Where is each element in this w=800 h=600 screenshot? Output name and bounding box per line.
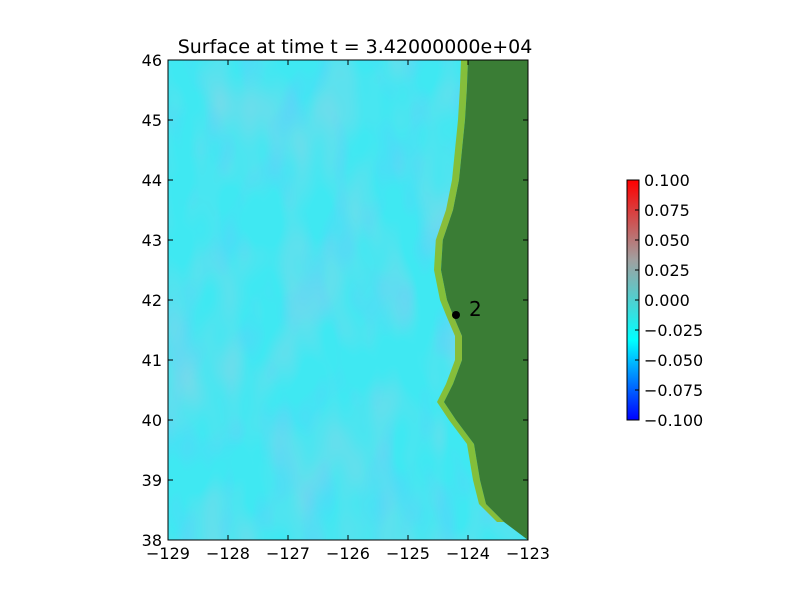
y-tick-label: 44 (142, 171, 162, 190)
y-tick-label: 43 (142, 231, 162, 250)
y-tick-label: 38 (142, 531, 162, 550)
x-tick-label: −123 (506, 544, 550, 563)
land-area (441, 60, 528, 540)
y-tick-label: 46 (142, 51, 162, 70)
colorbar-tick-label: 0.100 (644, 171, 690, 190)
colorbar-tick-label: 0.025 (644, 261, 690, 280)
plot-area (168, 60, 528, 540)
y-axis: 38 39 40 41 42 43 44 45 46 (142, 51, 528, 550)
y-tick-label: 45 (142, 111, 162, 130)
y-tick-label: 39 (142, 471, 162, 490)
colorbar-ticks: 0.100 0.075 0.050 0.025 0.000 −0.025 −0.050 −0.… (635, 171, 703, 430)
y-tick-label: 40 (142, 411, 162, 430)
chart-title: Surface at time t = 3.42000000e+04 (178, 36, 533, 58)
gauges: 2 (452, 297, 482, 321)
x-tick-label: −129 (146, 544, 190, 563)
x-tick-label: −124 (446, 544, 490, 563)
gauge-marker (452, 311, 460, 319)
colorbar: 0.100 0.075 0.050 0.025 0.000 −0.025 −0.050 −0.… (626, 171, 703, 430)
gauge-label: 2 (469, 297, 482, 321)
colorbar-tick-label: 0.000 (644, 291, 690, 310)
x-tick-label: −127 (266, 544, 310, 563)
x-tick-label: −126 (326, 544, 370, 563)
colorbar-tick-label: −0.025 (644, 321, 703, 340)
colorbar-tick-label: −0.050 (644, 351, 703, 370)
y-tick-label: 41 (142, 351, 162, 370)
colorbar-tick-label: −0.075 (644, 381, 703, 400)
colorbar-tick-label: −0.100 (644, 411, 703, 430)
colorbar-tick-label: 0.050 (644, 231, 690, 250)
y-tick-label: 42 (142, 291, 162, 310)
colorbar-tick-label: 0.075 (644, 201, 690, 220)
x-tick-label: −125 (386, 544, 430, 563)
x-axis: −129 −128 −127 −126 −125 −124 −123 (146, 60, 550, 563)
x-tick-label: −128 (206, 544, 250, 563)
